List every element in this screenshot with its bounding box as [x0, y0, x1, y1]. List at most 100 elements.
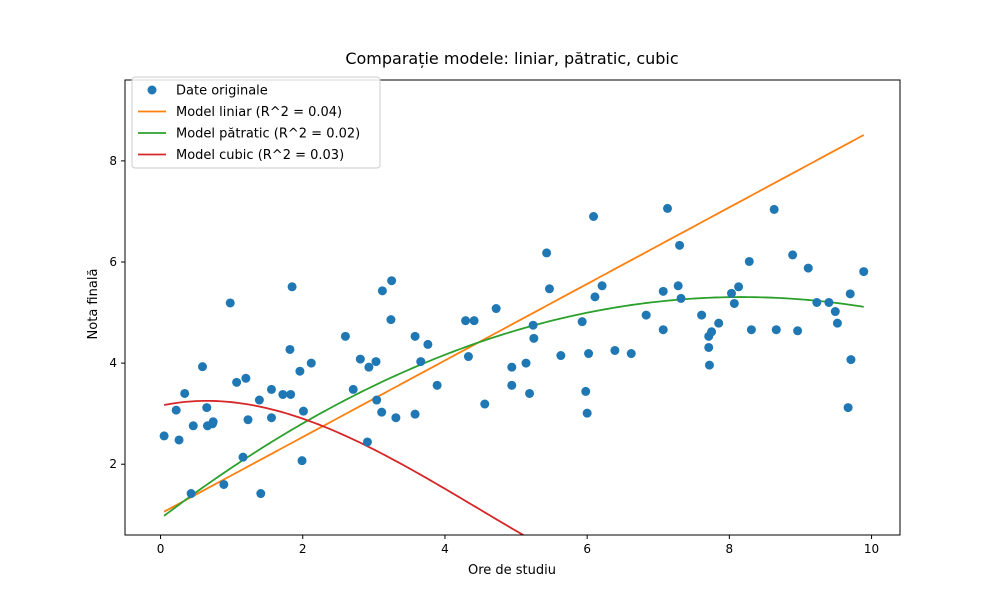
data-point — [254, 395, 264, 405]
data-point — [243, 415, 253, 425]
data-point — [830, 307, 840, 317]
data-point — [525, 388, 535, 398]
data-point — [845, 289, 855, 299]
data-point — [658, 286, 668, 296]
data-point — [793, 326, 803, 336]
data-point — [298, 406, 308, 416]
y-tick-label: 4 — [109, 356, 117, 370]
data-point — [729, 298, 739, 308]
series-line-linear — [163, 134, 865, 513]
data-point — [582, 408, 592, 418]
y-tick-label: 6 — [109, 255, 117, 269]
data-point — [340, 331, 350, 341]
x-tick-label: 0 — [157, 542, 165, 556]
data-point — [208, 417, 218, 427]
data-point — [174, 435, 184, 445]
data-point — [658, 325, 668, 335]
data-point — [306, 358, 316, 368]
data-point — [256, 489, 266, 499]
data-point — [266, 413, 276, 423]
data-point — [391, 413, 401, 423]
data-point — [461, 316, 471, 326]
data-point — [788, 250, 798, 260]
data-point — [812, 297, 822, 307]
legend-label: Model liniar (R^2 = 0.04) — [176, 105, 342, 120]
data-point — [529, 333, 539, 343]
data-point — [542, 248, 552, 258]
data-point — [577, 317, 587, 327]
data-point — [584, 349, 594, 359]
data-point — [859, 267, 869, 277]
data-point — [676, 293, 686, 303]
data-point — [507, 362, 517, 372]
data-point — [704, 360, 714, 370]
data-point — [180, 388, 190, 398]
data-point — [832, 318, 842, 328]
data-point — [362, 437, 372, 447]
data-point — [697, 310, 707, 320]
data-point — [372, 395, 382, 405]
data-point — [159, 431, 169, 441]
x-axis-label: Ore de studiu — [468, 563, 556, 578]
data-point — [846, 355, 856, 365]
data-point — [423, 339, 433, 349]
data-point — [286, 389, 296, 399]
data-point — [824, 297, 834, 307]
data-point — [371, 357, 381, 367]
data-point — [769, 204, 779, 214]
data-point — [297, 456, 307, 466]
data-point — [675, 240, 685, 250]
data-point — [278, 389, 288, 399]
data-point — [491, 304, 501, 314]
data-point — [238, 452, 248, 462]
data-point — [590, 292, 600, 302]
legend-marker — [147, 85, 157, 95]
plot-area — [159, 134, 869, 535]
series-line-quadratic — [163, 296, 864, 517]
data-point — [521, 358, 531, 368]
data-point — [704, 342, 714, 352]
data-point — [673, 281, 683, 291]
data-point — [528, 320, 538, 330]
series-line-cubic — [163, 399, 525, 535]
data-point — [198, 362, 207, 372]
data-point — [186, 489, 196, 499]
legend-label: Model pătratic (R^2 = 0.02) — [176, 127, 360, 142]
scatter-points — [159, 203, 869, 499]
data-point — [295, 366, 305, 376]
data-point — [377, 286, 387, 296]
data-point — [744, 256, 754, 266]
data-point — [432, 380, 442, 390]
data-point — [597, 281, 607, 291]
data-point — [387, 276, 397, 286]
data-point — [507, 380, 517, 390]
data-point — [416, 357, 426, 367]
x-tick-label: 8 — [726, 542, 734, 556]
data-point — [202, 403, 212, 413]
data-point — [348, 384, 358, 394]
data-point — [734, 282, 744, 292]
data-point — [641, 310, 651, 320]
data-point — [771, 325, 781, 335]
legend-label: Date originale — [176, 84, 268, 99]
data-point — [219, 479, 229, 489]
legend-label: Model cubic (R^2 = 0.03) — [176, 148, 344, 163]
data-point — [364, 362, 374, 372]
legend-box — [131, 76, 381, 169]
data-point — [746, 325, 756, 335]
data-point — [241, 373, 251, 383]
data-point — [626, 349, 636, 359]
axes: 0 2 4 6 8 10 2 4 6 8 — [109, 79, 901, 556]
data-point — [843, 403, 853, 413]
x-tick-label: 6 — [583, 542, 591, 556]
chart-title: Comparație modele: liniar, pătratic, cub… — [345, 49, 678, 68]
data-point — [480, 399, 490, 409]
x-tick-label: 2 — [299, 542, 307, 556]
data-point — [726, 288, 736, 298]
x-tick-label: 10 — [864, 542, 879, 556]
y-tick-label: 2 — [109, 457, 117, 471]
data-point — [581, 386, 591, 396]
data-point — [469, 316, 479, 326]
data-point — [232, 377, 242, 387]
